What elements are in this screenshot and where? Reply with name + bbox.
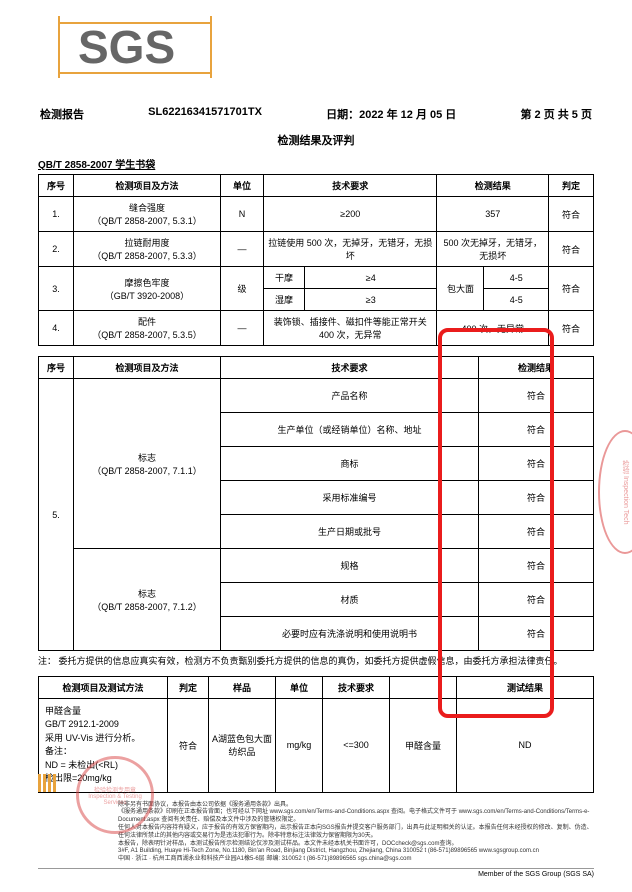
table-row: 序号 检测项目及方法 单位 技术要求 检测结果 判定 <box>39 175 594 197</box>
col-unit: 单位 <box>221 175 264 197</box>
header-row: 检测报告 SL62216341571701TX 日期：2022 年 12 月 0… <box>38 106 594 122</box>
date: 日期：2022 年 12 月 05 日 <box>326 106 456 122</box>
table-row: 2. 拉链耐用度（QB/T 2858-2007, 5.3.3） — 拉链使用 5… <box>39 232 594 267</box>
col-res: 检测结果 <box>437 175 549 197</box>
table-1: 序号 检测项目及方法 单位 技术要求 检测结果 判定 1. 缝合强度（QB/T … <box>38 174 594 346</box>
page: SGS 检测报告 SL62216341571701TX 日期：2022 年 12… <box>0 0 632 892</box>
table-row: 1. 缝合强度（QB/T 2858-2007, 5.3.1） N ≥200 35… <box>39 197 594 232</box>
table-2: 序号 检测项目及方法 技术要求 检测结果 5. 标志 （QB/T 2858-20… <box>38 356 594 651</box>
footer-text: 除非另有书面协议，本报告由本公司依据《服务通用条款》出具。 《服务通用条款》印刷… <box>118 802 594 864</box>
stamp-right: 检验 Inspection Tech <box>598 430 632 554</box>
page-no: 第 2 页 共 5 页 <box>520 106 592 122</box>
report-label: 检测报告 <box>40 106 84 122</box>
logo: SGS <box>78 24 175 70</box>
col-no: 序号 <box>39 175 74 197</box>
stamp-bottom: 检验检测专用章Inspection & Testing Services <box>76 756 154 834</box>
table-row: 检测项目及测试方法 判定 样品 单位 技术要求 测试结果 <box>39 676 594 698</box>
col-judge: 判定 <box>549 175 594 197</box>
table-row: 3. 摩擦色牢度（GB/T 3920-2008） 级 干摩 ≥4 包大面 4-5… <box>39 267 594 289</box>
col-item: 检测项目及方法 <box>74 175 221 197</box>
decor-bars <box>38 774 56 792</box>
standard-title: QB/T 2858-2007 学生书袋 <box>38 156 594 171</box>
col-req: 技术要求 <box>264 175 437 197</box>
table-row: 标志 （QB/T 2858-2007, 7.1.2） 规格符合 <box>39 549 594 583</box>
table-row: 4. 配件（QB/T 2858-2007, 5.3.5） — 装饰锁、插接件、磁… <box>39 311 594 346</box>
report-no: SL62216341571701TX <box>148 106 262 122</box>
member-text: Member of the SGS Group (SGS SA) <box>478 871 594 878</box>
table-row: 5. 标志 （QB/T 2858-2007, 7.1.1） 产品名称 符合 <box>39 379 594 413</box>
footer: 检验检测专用章Inspection & Testing Services 除非另… <box>38 802 594 878</box>
note: 注： 委托方提供的信息应真实有效，检测方不负责甄别委托方提供的信息的真伪，如委托… <box>38 655 594 668</box>
table-row: 序号 检测项目及方法 技术要求 检测结果 <box>39 357 594 379</box>
title: 检测结果及评判 <box>38 132 594 148</box>
